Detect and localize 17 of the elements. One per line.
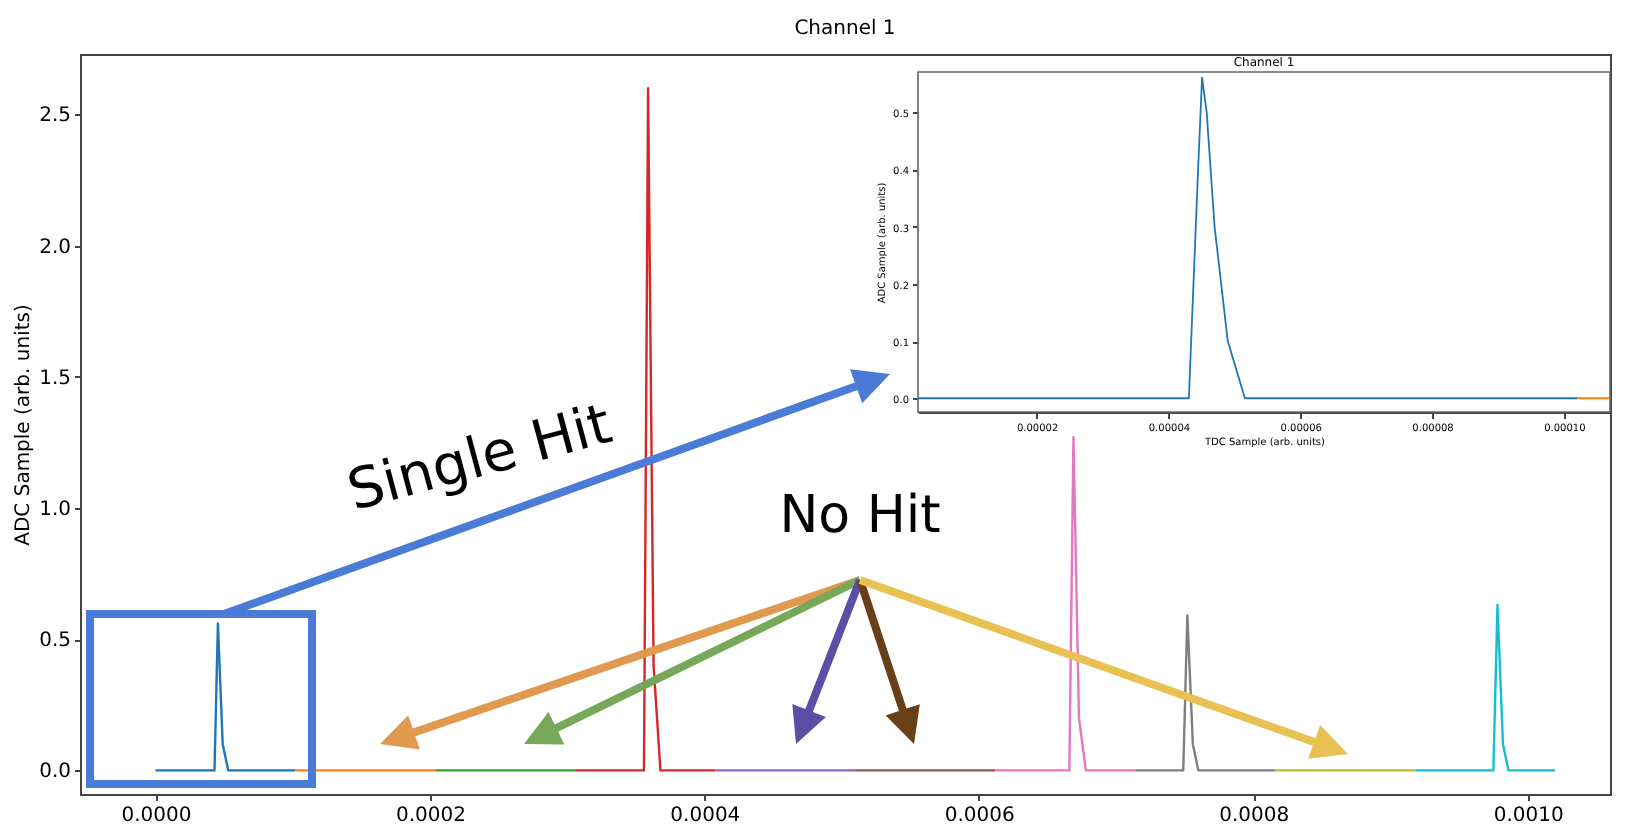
x-tick-label: 0.0000 bbox=[121, 805, 192, 827]
line-series bbox=[917, 76, 1578, 400]
annotation: No Hit bbox=[779, 486, 941, 546]
x-tick-label: 0.0004 bbox=[670, 805, 741, 827]
x-tick-label: 0.0008 bbox=[1219, 805, 1290, 827]
y-tick-label: 2.5 bbox=[39, 105, 71, 128]
x-tick-label: 0.0006 bbox=[944, 805, 1015, 827]
x-tick-label: 0.0010 bbox=[1493, 805, 1564, 827]
y-tick-label: 2.0 bbox=[39, 236, 71, 259]
annotation: Single Hit bbox=[340, 390, 618, 524]
y-tick-label: 1.5 bbox=[39, 367, 71, 390]
y-tick-label: 0.5 bbox=[39, 630, 71, 653]
y-tick-label: 1.0 bbox=[39, 498, 71, 521]
x-tick-label: 0.0002 bbox=[395, 805, 466, 827]
y-axis-title: ADC Sample (arb. units) bbox=[13, 304, 36, 546]
y-tick-label: 0.0 bbox=[39, 761, 71, 784]
chart-title: Channel 1 bbox=[794, 18, 896, 40]
